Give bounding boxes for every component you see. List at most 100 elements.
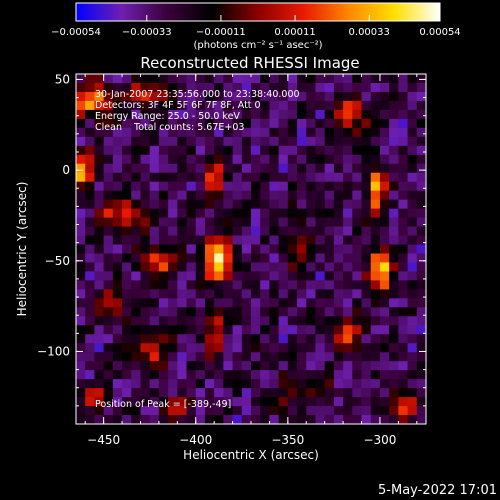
heatmap-cell	[195, 289, 206, 299]
heatmap-cell	[186, 397, 197, 407]
heatmap-cell	[251, 271, 261, 282]
heatmap-cell	[407, 325, 418, 335]
heatmap-cell	[186, 145, 197, 156]
heatmap-cell	[131, 145, 142, 156]
heatmap-cell	[214, 244, 224, 255]
heatmap-cell	[140, 118, 151, 129]
heatmap-cell	[269, 74, 280, 84]
heatmap-cell	[140, 163, 151, 174]
heatmap-cell	[306, 334, 317, 344]
heatmap-cell	[361, 253, 372, 264]
heatmap-cell	[315, 325, 326, 335]
heatmap-cell	[232, 289, 243, 299]
heatmap-cell	[131, 415, 142, 425]
heatmap-cell	[76, 145, 86, 156]
heatmap-cell	[398, 208, 409, 219]
heatmap-cell	[177, 226, 188, 237]
heatmap-cell	[241, 379, 252, 389]
heatmap-cell	[278, 91, 289, 102]
heatmap-cell	[241, 208, 252, 219]
heatmap-cell	[186, 163, 197, 174]
heatmap-cell	[177, 325, 188, 335]
heatmap-cell	[103, 235, 114, 246]
heatmap-cell	[260, 136, 271, 147]
heatmap-cell	[140, 361, 151, 371]
heatmap-cell	[214, 145, 224, 156]
heatmap-cell	[333, 280, 344, 290]
heatmap-cell	[251, 154, 261, 165]
heatmap-cell	[195, 208, 206, 219]
heatmap-cell	[306, 82, 317, 93]
heatmap-cell	[122, 208, 132, 219]
heatmap-cell	[158, 74, 169, 84]
heatmap-cell	[76, 298, 86, 308]
heatmap-cell	[112, 109, 123, 120]
heatmap-cell	[278, 271, 289, 282]
heatmap-cell	[306, 127, 317, 138]
heatmap-cell	[204, 289, 215, 299]
heatmap-cell	[398, 262, 409, 273]
heatmap-cell	[389, 334, 399, 344]
heatmap-cell	[149, 74, 160, 84]
heatmap-cell	[241, 154, 252, 165]
heatmap-cell	[195, 91, 206, 102]
heatmap-cell	[324, 325, 335, 335]
heatmap-cell	[186, 154, 197, 165]
heatmap-cell	[361, 298, 372, 308]
heatmap-cell	[94, 163, 105, 174]
heatmap-cell	[195, 370, 206, 380]
heatmap-cell	[269, 109, 280, 120]
heatmap-cell	[287, 74, 298, 84]
heatmap-cell	[343, 253, 353, 264]
heatmap-cell	[269, 262, 280, 273]
heatmap-cell	[269, 244, 280, 255]
heatmap-cell	[389, 82, 399, 93]
heatmap-cell	[352, 361, 363, 371]
heatmap-cell	[306, 199, 317, 210]
heatmap-cell	[379, 316, 390, 326]
y-axis-label: Heliocentric Y (arcsec)	[15, 182, 29, 317]
heatmap-cell	[251, 145, 261, 156]
heatmap-cell	[361, 82, 372, 93]
heatmap-cell	[232, 262, 243, 273]
heatmap-cell	[324, 415, 335, 425]
heatmap-cell	[315, 271, 326, 282]
heatmap-cell	[94, 334, 105, 344]
heatmap-cell	[241, 100, 252, 111]
heatmap-cell	[407, 415, 418, 425]
heatmap-cell	[76, 118, 86, 129]
heatmap-cell	[177, 334, 188, 344]
heatmap-cell	[260, 82, 271, 93]
heatmap-cell	[343, 136, 353, 147]
heatmap-cell	[177, 235, 188, 246]
heatmap-cell	[361, 325, 372, 335]
heatmap-cell	[241, 190, 252, 201]
heatmap-cell	[361, 154, 372, 165]
heatmap-cell	[370, 217, 381, 228]
heatmap-cell	[131, 208, 142, 219]
heatmap-cell	[343, 289, 353, 299]
heatmap-cell	[251, 127, 261, 138]
heatmap-cell	[398, 280, 409, 290]
heatmap-cell	[398, 163, 409, 174]
heatmap-cell	[214, 370, 224, 380]
heatmap-cell	[343, 262, 353, 273]
heatmap-cell	[251, 289, 261, 299]
heatmap-cell	[232, 91, 243, 102]
y-axis: 500−50−100	[37, 72, 426, 407]
heatmap-cell	[85, 136, 96, 147]
heatmap-cell	[158, 361, 169, 371]
heatmap-cell	[278, 361, 289, 371]
heatmap-cell	[370, 109, 381, 120]
heatmap-cell	[343, 280, 353, 290]
colorbar-tick-label: −0.00054	[51, 27, 101, 38]
heatmap-cell	[76, 379, 86, 389]
heatmap-cell	[379, 145, 390, 156]
heatmap-cell	[389, 280, 399, 290]
heatmap-cell	[232, 280, 243, 290]
heatmap-cell	[131, 262, 142, 273]
heatmap-cell	[186, 289, 197, 299]
heatmap-cell	[122, 190, 132, 201]
heatmap-cell	[76, 74, 86, 84]
heatmap-cell	[223, 91, 234, 102]
